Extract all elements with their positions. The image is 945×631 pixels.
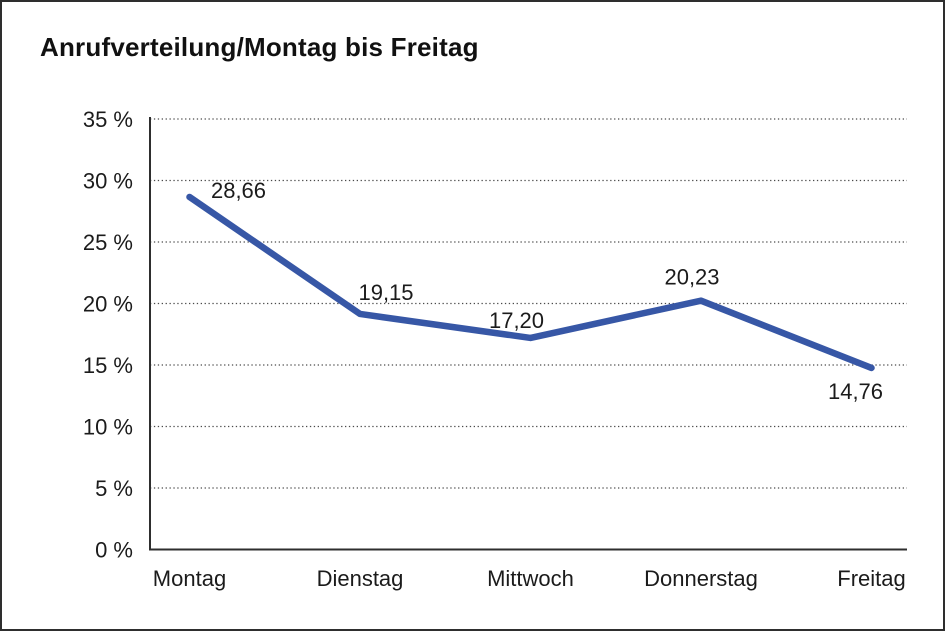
y-tick-label: 20 % [83, 292, 133, 317]
data-point-label: 20,23 [664, 265, 719, 290]
y-tick-label: 35 % [83, 107, 133, 132]
y-tick-label: 0 % [95, 538, 133, 563]
y-tick-label: 25 % [83, 230, 133, 255]
data-point-label: 17,20 [489, 308, 544, 333]
x-tick-label: Mittwoch [487, 566, 574, 591]
chart-title: Anrufverteilung/Montag bis Freitag [40, 32, 479, 62]
x-tick-label: Donnerstag [644, 566, 758, 591]
data-line [186, 193, 875, 372]
x-tick-label: Montag [153, 566, 226, 591]
y-tick-label: 10 % [83, 415, 133, 440]
data-point-label: 14,76 [828, 379, 883, 404]
data-point-label: 28,66 [211, 178, 266, 203]
y-tick-label: 30 % [83, 169, 133, 194]
data-point-label: 19,15 [358, 280, 413, 305]
x-tick-label: Dienstag [317, 566, 404, 591]
x-tick-label: Freitag [837, 566, 905, 591]
y-tick-label: 5 % [95, 476, 133, 501]
y-tick-label: 15 % [83, 353, 133, 378]
